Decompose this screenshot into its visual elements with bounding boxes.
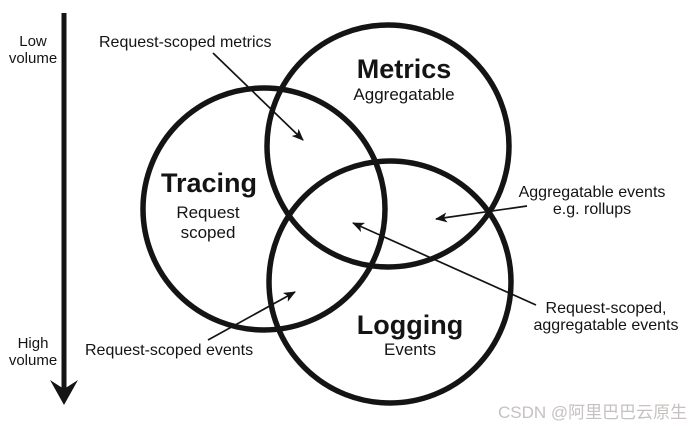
annotation-aggregatable-events-line1: Aggregatable events	[518, 184, 666, 201]
annotation-request-scoped-aggregatable-events: Request-scoped, aggregatable events	[506, 300, 699, 334]
csdn-watermark: CSDN @阿里巴巴云原生	[498, 403, 688, 422]
volume-axis-down-arrowhead-icon	[50, 380, 78, 405]
arrow-request-scoped-aggregatable-events	[352, 222, 537, 306]
logging-circle	[266, 158, 514, 406]
arrow-aggregatable-events	[435, 205, 528, 223]
metrics-circle	[264, 22, 512, 270]
tracing-subtitle-line1: Request	[176, 203, 240, 222]
annotation-request-scoped-aggregatable-line1: Request-scoped,	[545, 300, 667, 317]
tracing-circle	[140, 85, 388, 333]
tracing-title: Tracing	[160, 168, 258, 198]
tracing-subtitle: Request scoped	[98, 203, 318, 243]
metrics-title: Metrics	[356, 54, 452, 84]
annotation-request-scoped-events: Request-scoped events	[85, 342, 254, 359]
logging-subtitle: Events	[384, 340, 436, 359]
axis-low-line2: volume	[8, 50, 58, 67]
annotation-aggregatable-events: Aggregatable events e.g. rollups	[492, 184, 692, 218]
annotation-aggregatable-events-line2: e.g. rollups	[552, 201, 632, 218]
axis-low-line1: Low	[19, 33, 47, 50]
axis-high-volume-label: High volume	[1, 335, 65, 369]
axis-high-line1: High	[17, 335, 49, 352]
arrow-request-scoped-events	[207, 291, 296, 341]
arrow-request-scoped-metrics	[212, 52, 304, 141]
axis-low-volume-label: Low volume	[1, 33, 65, 67]
tracing-subtitle-line2: scoped	[180, 223, 236, 242]
annotation-request-scoped-metrics: Request-scoped metrics	[99, 34, 272, 51]
axis-high-line2: volume	[8, 352, 58, 369]
annotation-request-scoped-aggregatable-line2: aggregatable events	[533, 317, 679, 334]
logging-title: Logging	[356, 310, 464, 340]
metrics-subtitle: Aggregatable	[353, 85, 455, 104]
